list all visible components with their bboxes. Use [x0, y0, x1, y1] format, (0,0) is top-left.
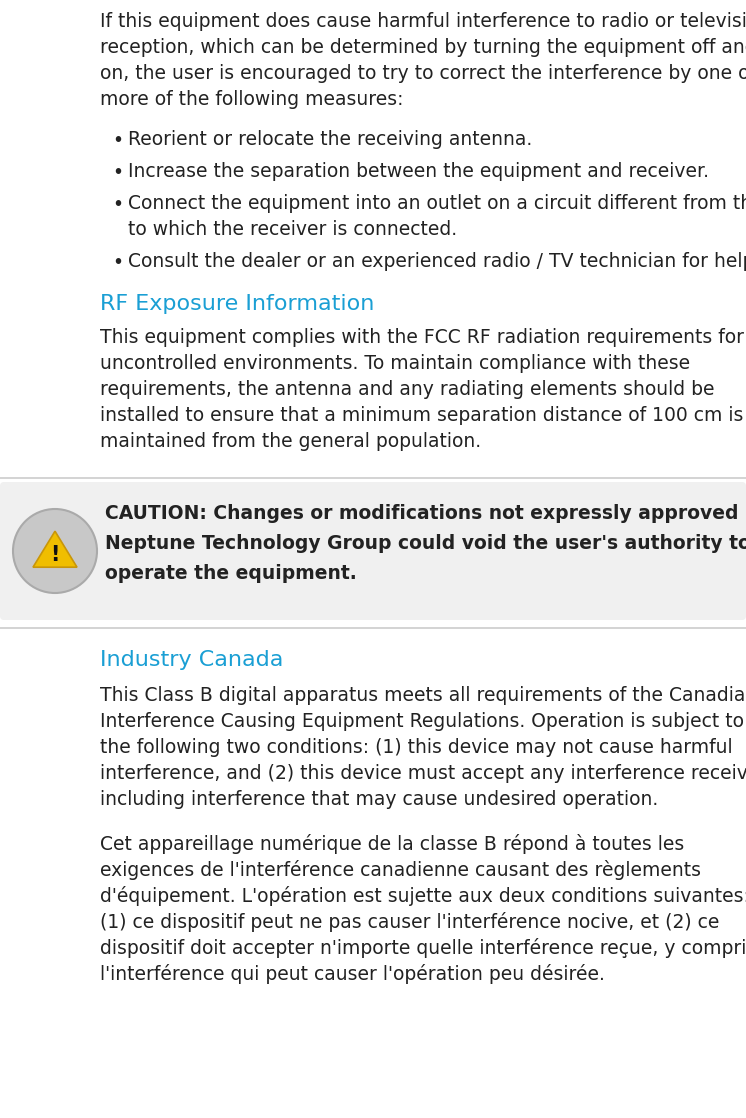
Text: maintained from the general population.: maintained from the general population. [100, 432, 481, 451]
Text: reception, which can be determined by turning the equipment off and: reception, which can be determined by tu… [100, 38, 746, 57]
Text: to which the receiver is connected.: to which the receiver is connected. [128, 220, 457, 239]
Text: •: • [112, 163, 123, 182]
Text: RF Exposure Information: RF Exposure Information [100, 294, 374, 314]
Text: uncontrolled environments. To maintain compliance with these: uncontrolled environments. To maintain c… [100, 354, 690, 373]
Text: (1) ce dispositif peut ne pas causer l'interférence nocive, et (2) ce: (1) ce dispositif peut ne pas causer l'i… [100, 912, 719, 932]
Text: dispositif doit accepter n'importe quelle interférence reçue, y compris: dispositif doit accepter n'importe quell… [100, 938, 746, 958]
Text: Reorient or relocate the receiving antenna.: Reorient or relocate the receiving anten… [128, 130, 532, 149]
Text: This Class B digital apparatus meets all requirements of the Canadian: This Class B digital apparatus meets all… [100, 686, 746, 705]
Text: Cet appareillage numérique de la classe B répond à toutes les: Cet appareillage numérique de la classe … [100, 834, 684, 854]
Text: operate the equipment.: operate the equipment. [105, 563, 357, 582]
Text: installed to ensure that a minimum separation distance of 100 cm is: installed to ensure that a minimum separ… [100, 406, 743, 425]
Text: Interference Causing Equipment Regulations. Operation is subject to: Interference Causing Equipment Regulatio… [100, 712, 744, 731]
Text: including interference that may cause undesired operation.: including interference that may cause un… [100, 790, 658, 809]
Text: requirements, the antenna and any radiating elements should be: requirements, the antenna and any radiat… [100, 380, 715, 399]
Text: on, the user is encouraged to try to correct the interference by one or: on, the user is encouraged to try to cor… [100, 64, 746, 83]
Text: the following two conditions: (1) this device may not cause harmful: the following two conditions: (1) this d… [100, 738, 733, 757]
Text: •: • [112, 195, 123, 214]
Text: interference, and (2) this device must accept any interference received,: interference, and (2) this device must a… [100, 764, 746, 783]
Text: exigences de l'interférence canadienne causant des règlements: exigences de l'interférence canadienne c… [100, 860, 701, 880]
Text: Connect the equipment into an outlet on a circuit different from that: Connect the equipment into an outlet on … [128, 195, 746, 214]
Ellipse shape [13, 509, 97, 593]
FancyBboxPatch shape [0, 482, 746, 620]
Text: more of the following measures:: more of the following measures: [100, 91, 404, 108]
Text: Increase the separation between the equipment and receiver.: Increase the separation between the equi… [128, 162, 709, 181]
Text: !: ! [50, 544, 60, 565]
Text: If this equipment does cause harmful interference to radio or television: If this equipment does cause harmful int… [100, 12, 746, 31]
Text: CAUTION: Changes or modifications not expressly approved by: CAUTION: Changes or modifications not ex… [105, 504, 746, 523]
Text: Industry Canada: Industry Canada [100, 650, 283, 670]
Text: •: • [112, 131, 123, 150]
Polygon shape [33, 531, 77, 567]
Text: •: • [112, 253, 123, 272]
Text: l'interférence qui peut causer l'opération peu désirée.: l'interférence qui peut causer l'opérati… [100, 964, 605, 984]
Text: d'équipement. L'opération est sujette aux deux conditions suivantes:: d'équipement. L'opération est sujette au… [100, 885, 746, 906]
Text: Consult the dealer or an experienced radio / TV technician for help.: Consult the dealer or an experienced rad… [128, 252, 746, 271]
Text: Neptune Technology Group could void the user's authority to: Neptune Technology Group could void the … [105, 534, 746, 553]
Text: This equipment complies with the FCC RF radiation requirements for: This equipment complies with the FCC RF … [100, 328, 744, 347]
